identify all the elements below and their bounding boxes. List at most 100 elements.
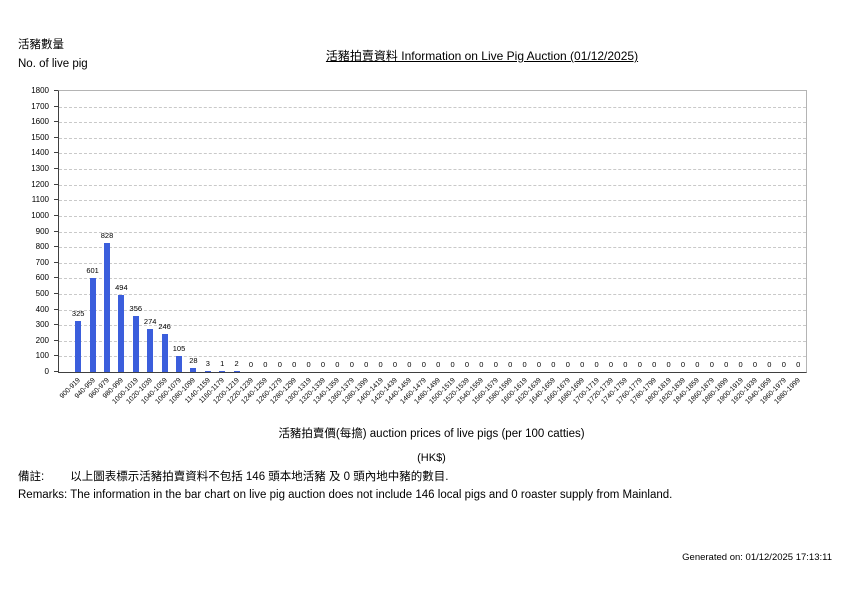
bar-value-label: 1	[220, 359, 225, 368]
bar	[233, 371, 240, 372]
bar-value-label: 0	[263, 360, 268, 369]
y-tick-mark	[54, 292, 58, 294]
bar-value-label: 0	[709, 360, 714, 369]
remarks-zh-text: 以上圖表標示活豬拍賣資料不包括 146 頭本地活豬 及 0 頭內地中豬的數目.	[70, 471, 449, 483]
bar-value-label: 0	[378, 360, 383, 369]
gridline	[59, 247, 806, 249]
x-axis: 900-919 940-959 960-979 980-999 1000-1019 102…	[58, 373, 805, 427]
bar-value-label: 274	[143, 317, 157, 326]
bar-value-label: 0	[536, 360, 542, 369]
bar	[161, 334, 168, 372]
bar-value-label: 0	[796, 360, 801, 369]
bar	[75, 321, 82, 372]
y-tick-label: 0	[44, 367, 49, 376]
gridline	[59, 262, 806, 264]
gridline	[59, 309, 806, 311]
bar	[89, 278, 96, 372]
y-tick-mark	[54, 136, 58, 138]
bar-value-label: 0	[580, 360, 585, 369]
y-tick-mark	[54, 199, 58, 201]
bar-value-label: 28	[189, 356, 198, 365]
remarks-zh-label: 備註:	[18, 471, 45, 483]
bar-value-label: 494	[115, 283, 128, 292]
y-tick-mark	[54, 230, 58, 232]
bar-value-label: 0	[508, 360, 513, 369]
gridline	[59, 356, 806, 358]
bar	[190, 368, 197, 372]
gridline	[59, 325, 806, 327]
bar-value-label: 0	[666, 360, 671, 369]
bar	[132, 316, 139, 372]
bar-value-label: 828	[100, 231, 114, 240]
y-tick-label: 1700	[31, 101, 49, 111]
bar-value-label: 325	[71, 309, 85, 318]
bar-value-label: 0	[522, 360, 527, 369]
gridline	[59, 200, 806, 202]
gridline	[59, 106, 806, 108]
y-tick-label: 1000	[31, 210, 49, 220]
gridline	[59, 215, 806, 217]
y-tick-mark	[54, 152, 58, 154]
y-tick-mark	[54, 308, 58, 310]
y-tick-label: 500	[35, 288, 49, 298]
remarks: 備註: 以上圖表標示活豬拍賣資料不包括 146 頭本地活豬 及 0 頭內地中豬的數…	[18, 469, 672, 504]
bar-value-label: 3	[205, 359, 210, 368]
gridline	[59, 340, 806, 342]
bar	[147, 329, 154, 372]
bar-value-label: 0	[335, 360, 340, 369]
y-tick-mark	[54, 183, 58, 185]
bar-value-label: 0	[724, 360, 729, 369]
y-tick-mark	[54, 121, 58, 123]
bar-value-label: 0	[781, 360, 786, 369]
bar-value-label: 105	[172, 344, 186, 353]
bar-value-label: 0	[349, 360, 354, 369]
y-tick-label: 1800	[31, 86, 49, 95]
bar-value-label: 0	[767, 360, 772, 369]
bar-value-label: 356	[129, 304, 143, 313]
y-tick-mark	[54, 214, 58, 216]
gridline	[59, 184, 806, 186]
bar	[204, 371, 211, 372]
bar-value-label: 0	[738, 360, 743, 369]
gridline	[59, 293, 806, 295]
y-axis-title: 活豬數量 No. of live pig	[18, 36, 88, 74]
y-tick-mark	[54, 261, 58, 263]
y-axis: 0 100 200 300 400 500 600 700 800 900 1000 1100 1200…	[0, 86, 58, 376]
bar-value-label: 601	[86, 266, 99, 275]
chart-title: 活豬拍賣資料 Information on Live Pig Auction (…	[325, 49, 639, 63]
bar-value-label: 0	[752, 360, 758, 369]
gridline	[59, 231, 806, 233]
bar-value-label: 0	[306, 360, 311, 369]
bar-value-label: 0	[436, 360, 441, 369]
bar	[118, 295, 125, 372]
gridline	[59, 137, 806, 139]
bar-value-label: 0	[479, 360, 484, 369]
bar-value-label: 2	[234, 359, 239, 368]
bar-value-label: 0	[680, 360, 686, 369]
bar-value-label: 0	[652, 360, 657, 369]
bar-value-label: 246	[158, 322, 171, 331]
bar-value-label: 0	[608, 360, 614, 369]
bar-value-label: 0	[320, 360, 326, 369]
y-tick-label: 300	[35, 320, 49, 330]
y-tick-mark	[54, 105, 58, 107]
y-tick-label: 1100	[31, 195, 49, 205]
bar-value-label: 0	[464, 360, 470, 369]
y-tick-label: 1600	[31, 117, 49, 127]
gridline	[59, 122, 806, 124]
x-axis-title: 活豬拍賣價(每擔) auction prices of live pigs (p…	[278, 428, 585, 440]
bar-value-label: 0	[277, 360, 282, 369]
bar-value-label: 0	[594, 360, 599, 369]
x-axis-unit: (HK$)	[417, 452, 446, 464]
bar-value-label: 0	[695, 360, 700, 369]
y-tick-mark	[54, 277, 58, 279]
bar-value-label: 0	[623, 360, 628, 369]
y-tick-label: 700	[35, 257, 49, 267]
bar-value-label: 0	[565, 360, 570, 369]
remarks-line-zh: 備註: 以上圖表標示活豬拍賣資料不包括 146 頭本地活豬 及 0 頭內地中豬的數…	[18, 469, 672, 487]
y-tick-label: 1200	[31, 179, 49, 189]
bar-value-label: 0	[364, 360, 369, 369]
gridline	[59, 153, 806, 155]
y-tick-label: 1500	[31, 132, 49, 142]
bar-value-label: 0	[407, 360, 412, 369]
